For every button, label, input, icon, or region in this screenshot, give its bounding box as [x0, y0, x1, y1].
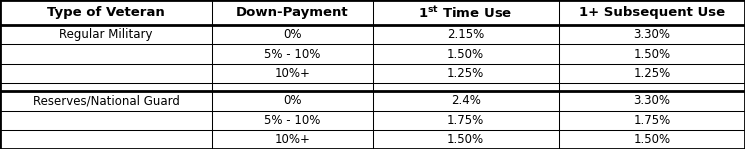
Text: $\mathbf{1^{st}}$ Time Use: $\mathbf{1^{st}}$ Time Use: [419, 5, 513, 20]
Text: 2.4%: 2.4%: [451, 94, 481, 107]
Bar: [0, 83, 745, 91]
Bar: [0, 111, 745, 130]
Text: 1+ Subsequent Use: 1+ Subsequent Use: [579, 6, 725, 19]
Text: 1.50%: 1.50%: [633, 48, 670, 60]
Text: Regular Military: Regular Military: [60, 28, 153, 41]
Text: 0%: 0%: [283, 94, 302, 107]
Text: 1.25%: 1.25%: [447, 67, 484, 80]
Bar: [0, 64, 745, 83]
Bar: [0, 130, 745, 149]
Text: Reserves/National Guard: Reserves/National Guard: [33, 94, 180, 107]
Text: 3.30%: 3.30%: [633, 28, 670, 41]
Text: 1.50%: 1.50%: [447, 133, 484, 146]
Text: 1.25%: 1.25%: [633, 67, 670, 80]
Bar: [0, 91, 745, 111]
Bar: [0, 25, 745, 44]
Text: 2.15%: 2.15%: [447, 28, 484, 41]
Text: 0%: 0%: [283, 28, 302, 41]
Text: Down-Payment: Down-Payment: [236, 6, 349, 19]
Text: 5% - 10%: 5% - 10%: [264, 114, 320, 127]
Text: Type of Veteran: Type of Veteran: [47, 6, 165, 19]
Text: 1.50%: 1.50%: [447, 48, 484, 60]
Bar: [0, 44, 745, 64]
Text: 1.50%: 1.50%: [633, 133, 670, 146]
Text: 1.75%: 1.75%: [447, 114, 484, 127]
Text: 5% - 10%: 5% - 10%: [264, 48, 320, 60]
Text: 1.75%: 1.75%: [633, 114, 670, 127]
Text: 10%+: 10%+: [274, 133, 310, 146]
Bar: [0, 0, 745, 25]
Text: 10%+: 10%+: [274, 67, 310, 80]
Text: 3.30%: 3.30%: [633, 94, 670, 107]
